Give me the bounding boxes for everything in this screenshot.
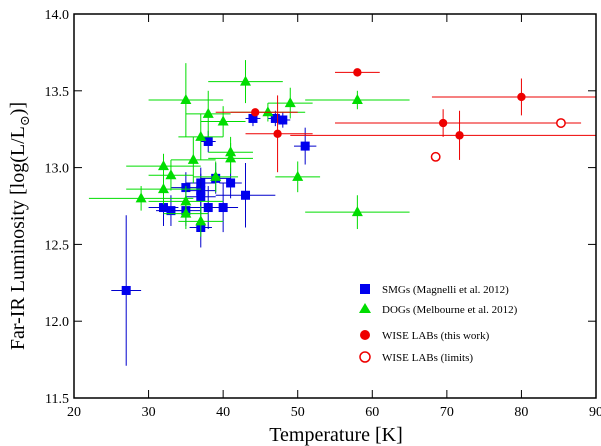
data-point-triangle bbox=[210, 170, 222, 181]
legend-label-dogs: DOGs (Melbourne et al. 2012) bbox=[382, 304, 518, 316]
y-tick-label: 11.5 bbox=[45, 392, 69, 407]
x-tick-label: 60 bbox=[365, 405, 379, 420]
data-point-triangle bbox=[217, 115, 229, 126]
y-axis-label: Far-IR Luminosity [log(L/L⊙)] bbox=[7, 102, 32, 350]
data-point-open-circle bbox=[430, 151, 441, 162]
series-wise-labs bbox=[215, 68, 596, 173]
series-wise-labs-limits bbox=[430, 118, 566, 162]
y-tick-label: 13.0 bbox=[45, 162, 70, 177]
x-tick-label: 50 bbox=[291, 405, 305, 420]
data-point-triangle bbox=[262, 106, 274, 117]
data-point-circle bbox=[517, 92, 526, 102]
y-tick-label: 13.5 bbox=[45, 85, 70, 100]
legend: SMGs (Magnelli et al. 2012) DOGs (Melbou… bbox=[359, 284, 518, 364]
data-point-triangle bbox=[187, 153, 199, 164]
data-point-triangle bbox=[180, 94, 192, 105]
y-axis-label-main: Far-IR Luminosity [log(L/L bbox=[7, 126, 29, 350]
x-tick-label: 30 bbox=[142, 405, 156, 420]
data-point-circle bbox=[455, 131, 464, 140]
data-point-circle bbox=[438, 118, 448, 128]
data-point-triangle bbox=[240, 75, 252, 86]
y-axis-label-sub: ⊙ bbox=[17, 115, 32, 126]
data-point-square bbox=[278, 115, 288, 125]
y-tick-label: 14.0 bbox=[45, 8, 70, 23]
legend-label-smgs: SMGs (Magnelli et al. 2012) bbox=[382, 284, 509, 296]
legend-label-wise-labs: WISE LABs (this work) bbox=[382, 330, 490, 342]
data-point-square bbox=[270, 113, 280, 123]
data-point-triangle bbox=[351, 206, 363, 217]
data-point-square bbox=[241, 190, 251, 200]
x-tick-label: 90 bbox=[589, 405, 601, 420]
data-point-open-circle bbox=[556, 118, 566, 129]
data-point-triangle bbox=[351, 94, 363, 105]
data-point-triangle bbox=[292, 170, 304, 181]
data-point-triangle bbox=[157, 183, 169, 194]
legend-label-wise-labs-limits: WISE LABs (limits) bbox=[382, 352, 473, 364]
legend-marker-wise-labs-limits bbox=[359, 351, 371, 363]
data-point-square bbox=[121, 285, 131, 295]
legend-marker-wise-labs bbox=[360, 330, 370, 340]
ticks-layer: 20 30 40 50 60 70 80 90 11.5 12.0 12.5 13.0 13.5 14.0 bbox=[45, 8, 601, 420]
series-smgs bbox=[111, 110, 317, 366]
data-point-circle bbox=[353, 68, 362, 77]
x-axis-label: Temperature [K] bbox=[269, 424, 403, 446]
data-point-square bbox=[218, 203, 228, 213]
data-point-triangle bbox=[195, 130, 207, 141]
x-tick-label: 40 bbox=[216, 405, 230, 420]
data-point-triangle bbox=[284, 97, 296, 108]
data-point-triangle bbox=[135, 192, 147, 203]
legend-marker-dogs bbox=[359, 303, 371, 313]
x-tick-label: 80 bbox=[514, 405, 528, 420]
data-point-square bbox=[196, 192, 206, 202]
plot-frame bbox=[73, 13, 597, 399]
data-point-triangle bbox=[165, 169, 177, 180]
data-point-triangle bbox=[202, 107, 214, 118]
data-point-square bbox=[158, 203, 168, 213]
data-point-square bbox=[203, 136, 213, 146]
data-point-circle bbox=[251, 108, 260, 117]
y-axis-label-end: )] bbox=[7, 102, 29, 115]
y-tick-label: 12.5 bbox=[45, 238, 70, 253]
x-tick-label: 20 bbox=[67, 405, 81, 420]
svg-text:Far-IR Luminosity [log(L/L⊙)]: Far-IR Luminosity [log(L/L⊙)] bbox=[7, 102, 32, 350]
data-point-square bbox=[300, 141, 310, 151]
data-point-triangle bbox=[157, 160, 169, 171]
legend-marker-smgs bbox=[360, 284, 370, 294]
data-point-circle bbox=[273, 129, 282, 139]
data-point-triangle bbox=[195, 215, 207, 226]
data-point-triangle bbox=[225, 152, 237, 163]
data-point-square bbox=[248, 113, 258, 123]
series-dogs bbox=[88, 60, 410, 237]
data-point-triangle bbox=[180, 207, 192, 218]
x-tick-label: 70 bbox=[440, 405, 454, 420]
data-point-square bbox=[226, 178, 236, 188]
series-layer bbox=[88, 60, 596, 366]
y-tick-label: 12.0 bbox=[45, 315, 70, 330]
